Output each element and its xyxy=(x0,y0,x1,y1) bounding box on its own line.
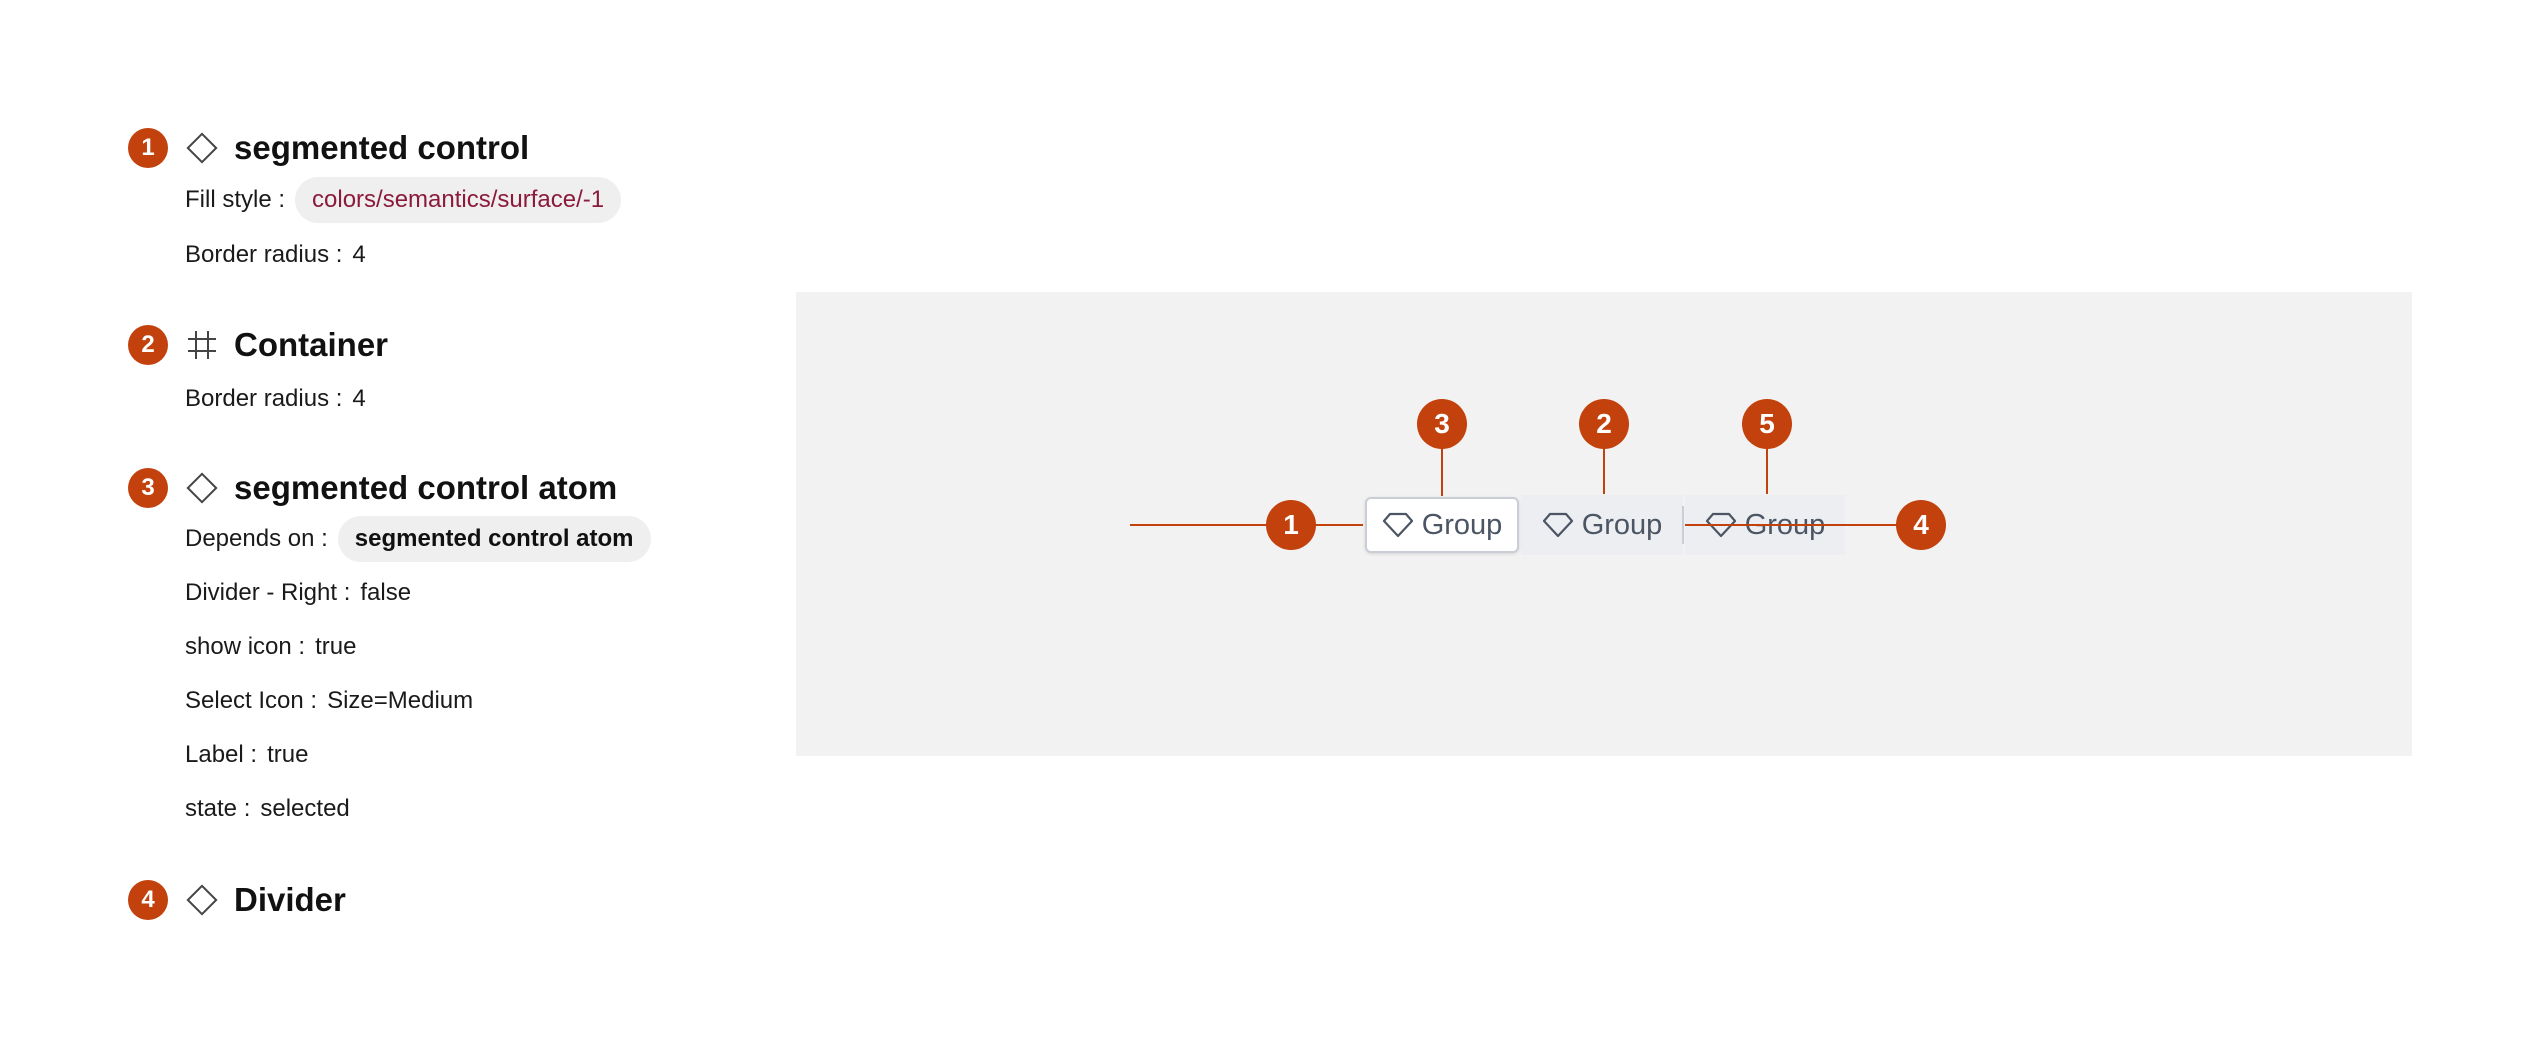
section-divider: 4 Divider xyxy=(128,880,346,920)
prop-key: state : xyxy=(185,795,251,822)
prop-value: true xyxy=(315,633,357,660)
callout-marker: 3 xyxy=(1417,399,1467,449)
gem-icon xyxy=(1382,511,1414,539)
section-segmented-control: 1 segmented control xyxy=(128,128,529,168)
segment-item-selected[interactable]: Group xyxy=(1365,497,1519,553)
prop-key: Divider - Right : xyxy=(185,579,351,606)
callout-marker: 2 xyxy=(1579,399,1629,449)
section-title: segmented control atom xyxy=(234,469,618,506)
prop-select-icon: Select Icon : Size=Medium xyxy=(185,684,473,718)
number-marker: 4 xyxy=(128,880,168,920)
component-diamond-icon xyxy=(184,470,220,506)
prop-border-radius: Border radius : 4 xyxy=(185,238,366,272)
component-diamond-icon xyxy=(184,130,220,166)
prop-show-icon: show icon : true xyxy=(185,630,356,664)
section-title: segmented control xyxy=(234,129,530,166)
section-container: 2 Container xyxy=(128,325,388,365)
prop-key: Depends on : xyxy=(185,525,328,552)
prop-key: show icon : xyxy=(185,633,306,660)
segment-label: Group xyxy=(1421,508,1503,541)
callout-marker: 4 xyxy=(1896,500,1946,550)
prop-key: Border radius : xyxy=(185,385,343,412)
prop-divider-right: Divider - Right : false xyxy=(185,576,411,610)
gem-icon xyxy=(1542,511,1574,539)
component-chip[interactable]: segmented control atom xyxy=(337,516,651,562)
prop-value: false xyxy=(360,579,412,606)
frame-hash-icon xyxy=(184,327,220,363)
prop-value: Size=Medium xyxy=(327,687,474,714)
number-marker: 3 xyxy=(128,468,168,508)
component-diamond-icon xyxy=(184,882,220,918)
prop-value: 4 xyxy=(352,385,366,412)
section-title: Container xyxy=(234,326,389,363)
prop-depends-on: Depends on : segmented control atom xyxy=(185,516,651,562)
prop-value: true xyxy=(267,741,309,768)
number-marker: 2 xyxy=(128,325,168,365)
prop-label: Label : true xyxy=(185,738,308,772)
callout-marker: 5 xyxy=(1742,399,1792,449)
prop-value: selected xyxy=(260,795,350,822)
prop-key: Select Icon : xyxy=(185,687,318,714)
prop-state: state : selected xyxy=(185,792,350,826)
segment-item[interactable]: Group xyxy=(1521,495,1683,555)
number-marker: 1 xyxy=(128,128,168,168)
prop-border-radius: Border radius : 4 xyxy=(185,382,366,416)
segment-label: Group xyxy=(1581,508,1663,541)
section-segmented-control-atom: 3 segmented control atom xyxy=(128,468,617,508)
preview-canvas: Group Group Group 1 3 2 5 4 xyxy=(796,292,2412,756)
prop-key: Border radius : xyxy=(185,241,343,268)
prop-key: Label : xyxy=(185,741,258,768)
gem-icon xyxy=(1705,511,1737,539)
section-title: Divider xyxy=(234,881,346,918)
token-chip[interactable]: colors/semantics/surface/-1 xyxy=(295,177,622,223)
prop-fill-style: Fill style : colors/semantics/surface/-1 xyxy=(185,177,622,223)
prop-key: Fill style : xyxy=(185,186,286,213)
callout-lines xyxy=(1130,424,1901,526)
segment-divider xyxy=(1682,506,1684,544)
callout-marker: 1 xyxy=(1266,500,1316,550)
prop-value: 4 xyxy=(352,241,366,268)
